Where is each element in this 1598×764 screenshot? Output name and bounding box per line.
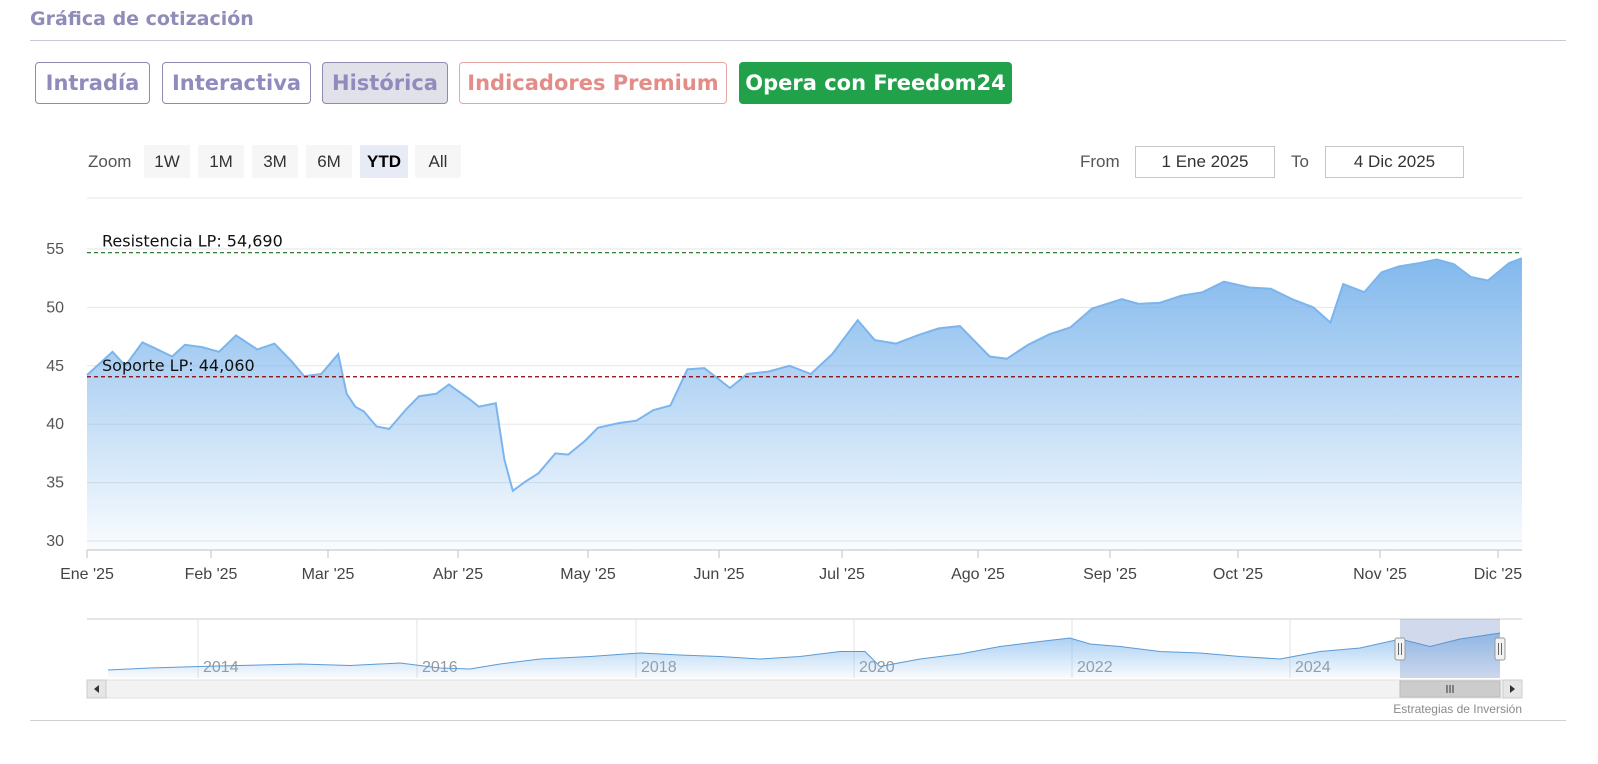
x-tick-label: Jun '25 <box>693 566 744 583</box>
bottom-divider <box>30 720 1566 721</box>
scrollbar-track[interactable] <box>86 679 1523 699</box>
zoom-3m-button[interactable]: 3M <box>252 145 298 178</box>
price-line <box>86 257 1523 493</box>
x-tick-label: Mar '25 <box>302 566 355 583</box>
navigator-left-handle[interactable] <box>1394 637 1406 661</box>
y-tick-label: 30 <box>46 533 64 550</box>
credits-label[interactable]: Estrategias de Inversión <box>1393 702 1522 716</box>
tab-interactiva[interactable]: Interactiva <box>162 62 311 104</box>
y-tick-label: 55 <box>46 241 64 258</box>
tab-intradia[interactable]: Intradía <box>35 62 150 104</box>
trade-freedom24-button[interactable]: Opera con Freedom24 <box>739 62 1012 104</box>
zoom-ytd-button[interactable]: YTD <box>360 145 408 178</box>
navigator-area <box>108 633 1500 678</box>
x-tick-label: Oct '25 <box>1213 566 1263 583</box>
zoom-label: Zoom <box>88 152 132 171</box>
y-tick-label: 45 <box>46 358 64 375</box>
zoom-all-button[interactable]: All <box>415 145 461 178</box>
navigator-line <box>107 632 1501 671</box>
navigator-right-handle[interactable] <box>1494 637 1506 661</box>
x-tick-label: Feb '25 <box>185 566 238 583</box>
zoom-1m-button[interactable]: 1M <box>198 145 244 178</box>
arrow-right-icon <box>1510 685 1515 693</box>
tab-indicadores-premium[interactable]: Indicadores Premium <box>459 62 727 104</box>
x-tick-label: Dic '25 <box>1474 566 1523 583</box>
section-title: Gráfica de cotización <box>30 8 254 30</box>
arrow-left-icon <box>94 685 99 693</box>
to-label: To <box>1291 152 1309 171</box>
x-tick-label: Abr '25 <box>433 566 483 583</box>
from-label: From <box>1080 152 1120 171</box>
from-date-input[interactable]: 1 Ene 2025 <box>1135 146 1275 178</box>
x-tick-label: Jul '25 <box>819 566 865 583</box>
zoom-1w-button[interactable]: 1W <box>144 145 190 178</box>
x-tick-label: Ago '25 <box>951 566 1005 583</box>
title-divider <box>30 40 1566 41</box>
x-tick-label: Sep '25 <box>1083 566 1137 583</box>
x-tick-label: Nov '25 <box>1353 566 1407 583</box>
support-label: Soporte LP: 44,060 <box>102 356 255 375</box>
price-area <box>87 258 1522 550</box>
resistance-label: Resistencia LP: 54,690 <box>102 232 283 251</box>
tab-historica[interactable]: Histórica <box>322 62 448 104</box>
navigator-selection <box>1400 619 1500 678</box>
zoom-6m-button[interactable]: 6M <box>306 145 352 178</box>
y-tick-label: 40 <box>46 416 64 433</box>
y-tick-label: 35 <box>46 475 64 492</box>
to-date-input[interactable]: 4 Dic 2025 <box>1325 146 1464 178</box>
x-tick-label: Ene '25 <box>60 566 114 583</box>
y-tick-label: 50 <box>46 299 64 316</box>
x-tick-label: May '25 <box>560 566 616 583</box>
